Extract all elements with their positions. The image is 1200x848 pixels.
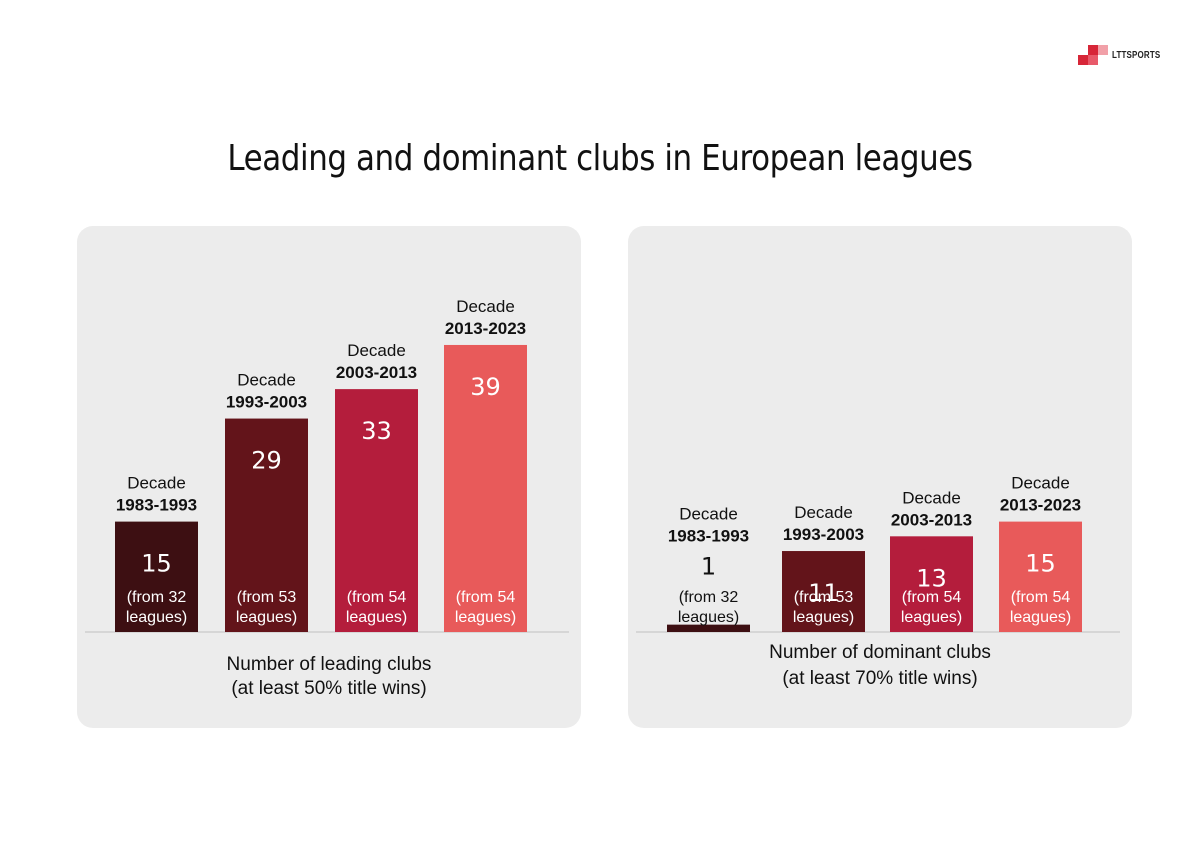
axis-label-line-1: Number of leading clubs	[227, 654, 432, 675]
decade-years-label: 2013-2023	[1000, 496, 1081, 515]
bar-1993-2003	[782, 551, 865, 632]
leading-clubs-chart: 15 (from 32 leagues) Decade 1983-1993 29 (from…	[85, 297, 569, 699]
decade-years-label: 1993-2003	[783, 525, 864, 544]
dominant-clubs-panel: 1 (from 32 leagues) Decade 1983-1993 11 (from …	[628, 226, 1132, 728]
note-line-1: (from 53	[794, 589, 854, 606]
note-line-1: (from 53	[237, 589, 297, 606]
page-title: Leading and dominant clubs in European l…	[227, 138, 973, 179]
value-label: 13	[916, 564, 947, 592]
decade-label: Decade	[237, 371, 296, 390]
decade-label: Decade	[679, 505, 738, 524]
bar-1983-1993	[115, 521, 198, 632]
bar-2003-2013	[890, 536, 973, 632]
value-label: 15	[1025, 550, 1056, 578]
note-line-2: leagues)	[126, 609, 187, 626]
value-label: 1	[701, 553, 716, 581]
note-line-2: leagues)	[455, 609, 516, 626]
bar-1993-2003	[225, 418, 308, 632]
note-line-2: leagues)	[901, 609, 962, 626]
bar-1983-1993	[667, 624, 750, 632]
decade-label: Decade	[1011, 474, 1070, 493]
decade-label: Decade	[902, 488, 961, 507]
decade-label: Decade	[347, 341, 406, 360]
value-label: 29	[251, 447, 282, 475]
note-line-2: leagues)	[236, 609, 297, 626]
bar-2013-2023	[444, 344, 527, 632]
axis-label-line-1: Number of dominant clubs	[769, 642, 991, 663]
dominant-clubs-chart: 1(from 32leagues)Decade1983-199311(from …	[636, 474, 1120, 689]
axis-label-line-2: (at least 50% title wins)	[231, 678, 426, 699]
note-line-1: (from 32	[127, 589, 187, 606]
decade-label: Decade	[127, 474, 186, 493]
note-line-1: (from 32	[679, 589, 739, 606]
decade-years-label: 1983-1993	[668, 527, 749, 546]
logo-squares-icon	[1078, 44, 1108, 66]
note-line-2: leagues)	[678, 609, 739, 626]
decade-years-label: 2003-2013	[891, 510, 972, 529]
note-line-2: leagues)	[1010, 609, 1071, 626]
decade-label: Decade	[794, 503, 853, 522]
leading-clubs-panel: 15 (from 32 leagues) Decade 1983-1993 29 (from…	[77, 226, 581, 728]
note-line-1: (from 54	[902, 589, 962, 606]
brand-name: LTTSPORTS	[1112, 49, 1161, 61]
bar-2013-2023	[999, 521, 1082, 632]
decade-years-label: 1983-1993	[116, 496, 197, 515]
value-label: 39	[470, 373, 501, 401]
value-label: 11	[808, 579, 839, 607]
decade-years-label: 1993-2003	[226, 393, 307, 412]
bar-2003-2013	[335, 389, 418, 632]
decade-years-label: 2013-2023	[445, 319, 526, 338]
decade-label: Decade	[456, 297, 515, 316]
value-label: 15	[141, 550, 172, 578]
note-line-1: (from 54	[347, 589, 407, 606]
note-line-1: (from 54	[456, 589, 516, 606]
note-line-2: leagues)	[793, 609, 854, 626]
note-line-1: (from 54	[1011, 589, 1071, 606]
decade-years-label: 2003-2013	[336, 363, 417, 382]
brand-logo: LTTSPORTS	[1078, 44, 1173, 66]
note-line-2: leagues)	[346, 609, 407, 626]
axis-label-line-2: (at least 70% title wins)	[782, 668, 977, 689]
value-label: 33	[361, 417, 392, 445]
